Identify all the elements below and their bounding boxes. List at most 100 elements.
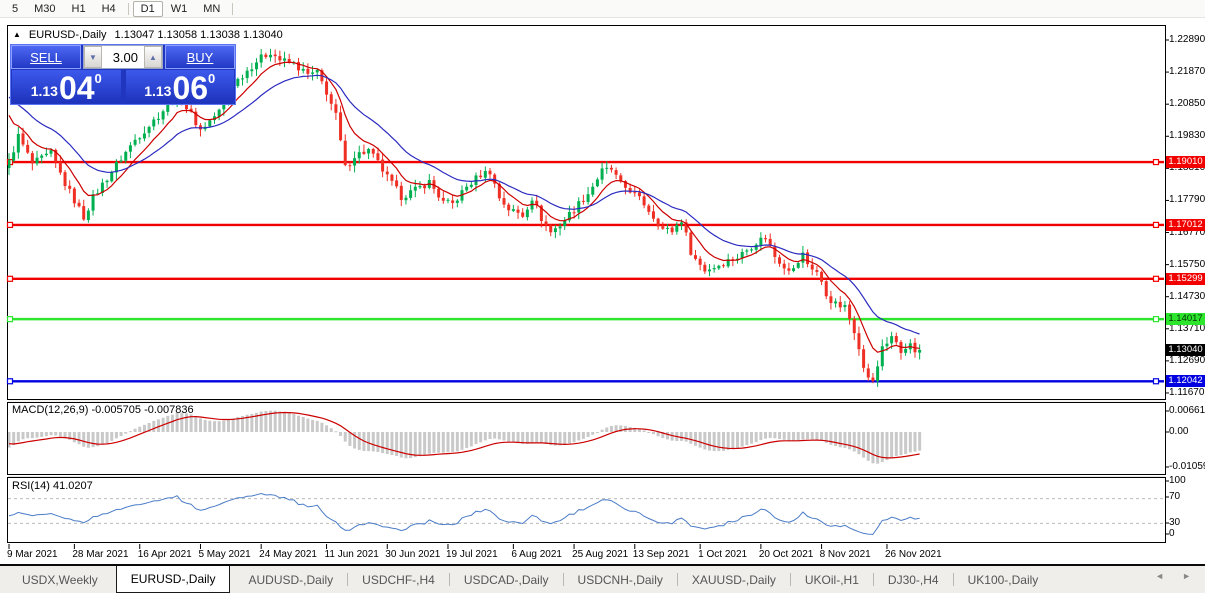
macd-bar [156,419,160,432]
candle-body [722,265,726,267]
tab-separator [789,573,791,586]
candle-body [843,304,847,308]
sell-button[interactable]: SELL [11,45,81,69]
macd-bar [810,432,814,440]
macd-tick-label: 0.006611 [1169,405,1205,416]
candle-body [745,250,749,252]
macd-bar [544,432,548,445]
candle-body [409,190,413,198]
buy-price-small: 1.13 [144,83,172,99]
chart-title-ohlc: 1.13047 1.13058 1.13038 1.13040 [114,29,283,41]
tab-dj30-h4[interactable]: DJ30-,H4 [887,572,939,587]
macd-bar [502,432,506,441]
candle-body [404,197,408,201]
rsi-line [8,492,920,535]
candle-body [376,153,380,161]
macd-bar [904,432,908,455]
macd-bar [58,432,62,437]
candle-body [54,149,58,162]
rsi-panel-frame [7,477,1166,543]
timeframe-button-w1[interactable]: W1 [170,2,188,15]
sell-price-small: 1.13 [30,83,58,99]
tab-xauusd-daily[interactable]: XAUUSD-,Daily [691,572,776,587]
timeframe-button-h1[interactable]: H1 [71,2,86,15]
tab-usdx-weekly[interactable]: USDX,Weekly [22,572,98,587]
tab-usdcad-daily[interactable]: USDCAD-,Daily [463,572,549,587]
macd-bar [899,432,903,456]
macd-bar [409,432,413,459]
candle-body [362,151,366,154]
price-line-badge[interactable]: 1.17012 [1166,218,1205,231]
timeframe-button-d1[interactable]: D1 [132,0,163,17]
macd-bar [465,432,469,449]
tab-scroll-left-icon[interactable]: ◄ [1155,571,1165,581]
macd-bar [894,432,898,456]
candle-body [105,180,109,183]
macd-bar [399,432,403,458]
buy-button[interactable]: BUY [165,45,235,69]
candle-body [44,153,48,156]
price-tick-label: 1.14730 [1169,290,1205,302]
panel-separator [8,476,1165,477]
tab-audusd-daily[interactable]: AUDUSD-,Daily [248,572,334,587]
tab-usdcnh-daily[interactable]: USDCNH-,Daily [577,572,663,587]
hline-anchor [1152,158,1160,166]
candle-body [156,118,160,120]
macd-bar [35,432,39,438]
macd-bar [764,432,768,439]
timeframe-button-5[interactable]: 5 [12,2,19,15]
candle-body [782,263,786,269]
moving-average-8 [8,61,920,353]
candle-body [586,194,590,202]
macd-bar [689,432,693,444]
tab-eurusd-daily[interactable]: EURUSD-,Daily [115,566,231,593]
tab-ukoil-h1[interactable]: UKOil-,H1 [804,572,859,587]
tab-uk100-daily[interactable]: UK100-,Daily [967,572,1039,587]
macd-bar [72,432,76,443]
sell-price-display[interactable]: 1.13 04 0 [12,70,121,104]
macd-bar [820,432,824,442]
macd-bar [768,432,772,438]
candle-body [563,220,567,227]
timeframe-button-m30[interactable]: M30 [34,2,56,15]
volume-increase-button[interactable]: ▲ [144,46,162,68]
macd-panel-frame [7,402,1166,475]
candle-body [301,68,305,71]
date-label: 30 Jun 2021 [385,549,441,560]
buy-price-display[interactable]: 1.13 06 0 [125,70,234,104]
macd-bar [740,432,744,447]
candle-body [647,205,651,212]
macd-bar [413,432,417,458]
collapse-triangle-icon[interactable]: ▲ [13,30,21,39]
macd-bar [782,432,786,440]
tab-usdchf-h4[interactable]: USDCHF-,H4 [362,572,435,587]
candle-body [750,249,754,251]
candle-body [152,119,156,127]
macd-bar [637,428,641,432]
candle-body [35,157,39,164]
volume-input[interactable]: 3.00 [112,49,138,65]
macd-bar [525,432,529,444]
price-line-badge[interactable]: 1.19010 [1166,156,1205,169]
timeframe-button-h4[interactable]: H4 [101,2,116,15]
macd-bar [222,420,226,432]
timeframe-button-mn[interactable]: MN [203,2,221,15]
macd-bar [843,432,847,448]
price-line-badge[interactable]: 1.12042 [1166,375,1205,388]
macd-bar [124,432,128,434]
macd-bar [479,432,483,443]
volume-decrease-button[interactable]: ▼ [84,46,102,68]
candle-body [12,152,16,161]
tab-separator [562,573,564,586]
macd-bar [759,432,763,441]
candle-body [577,201,581,213]
price-line-badge[interactable]: 1.15299 [1166,272,1205,285]
macd-bar [866,432,870,461]
candle-body [633,192,637,194]
macd-bar [423,432,427,456]
symbol-tab-bar: USDX,Weekly EURUSD-,Daily AUDUSD-,Daily USD… [0,564,1205,593]
price-line-badge[interactable]: 1.14017 [1166,313,1205,326]
tab-scroll-right-icon[interactable]: ► [1182,571,1191,581]
price-tick-label: 1.15750 [1169,258,1205,270]
